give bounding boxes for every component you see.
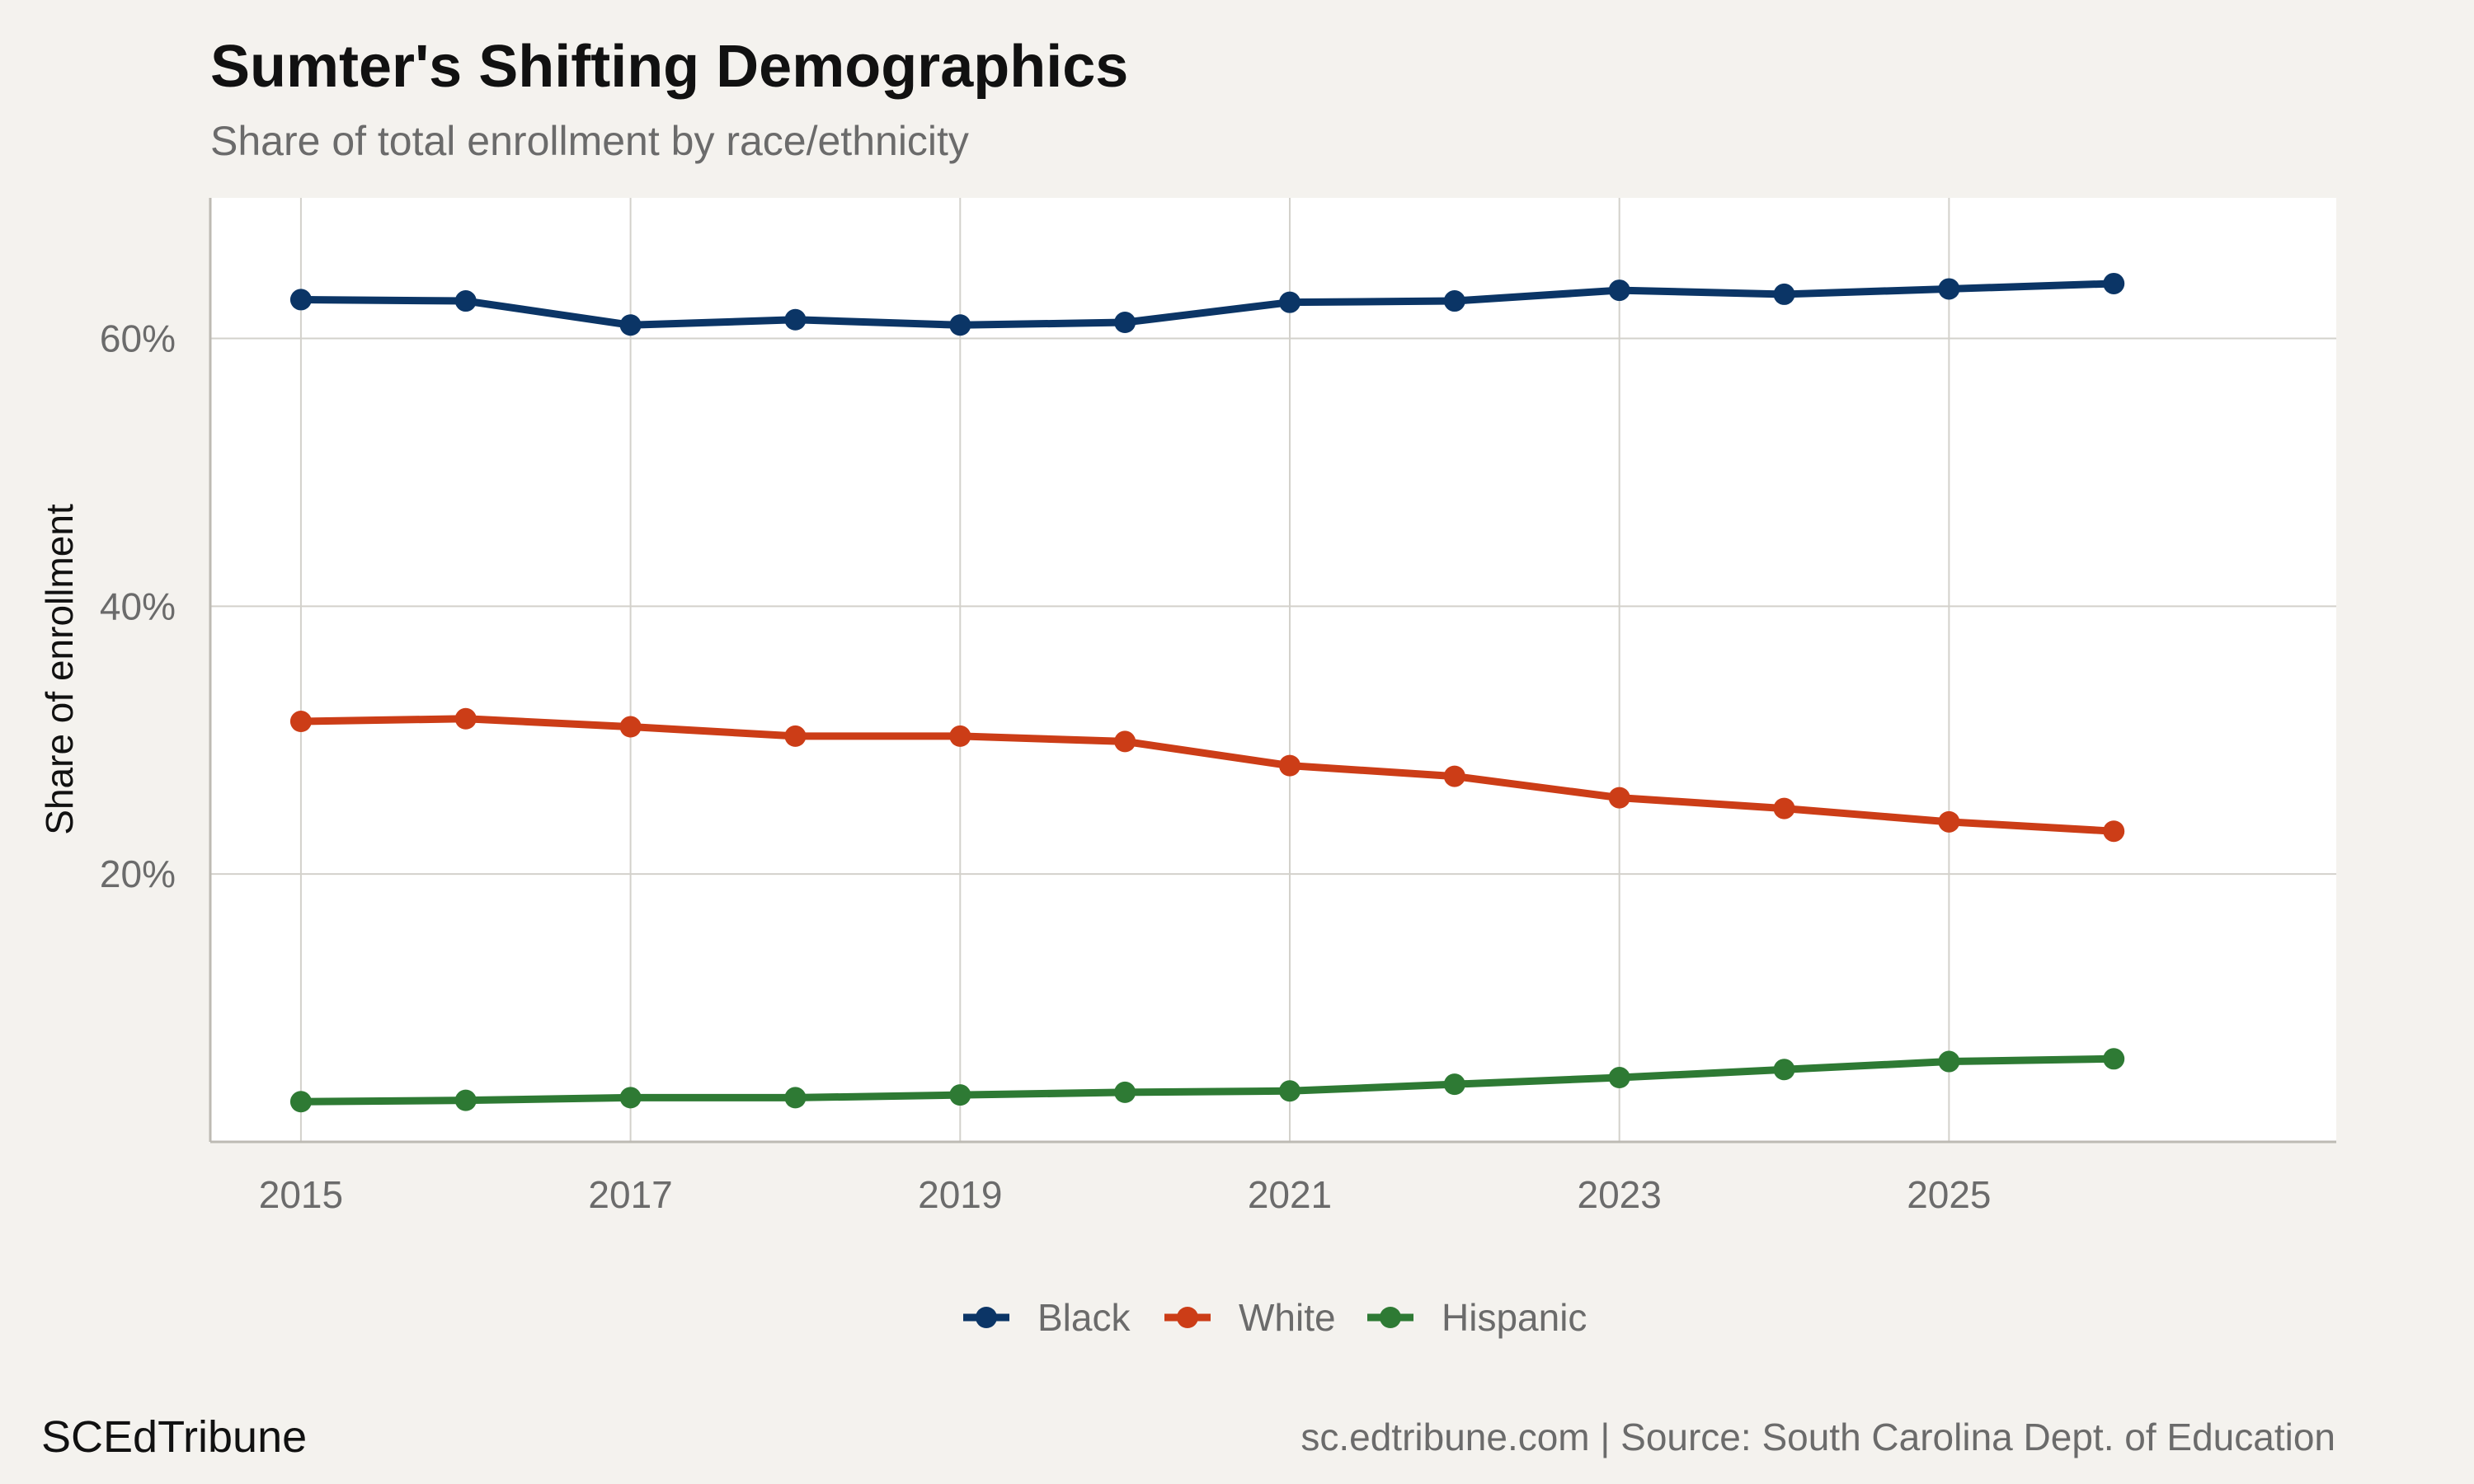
chart-subtitle: Share of total enrollment by race/ethnic… [210, 118, 969, 164]
data-point-black [1773, 283, 1795, 305]
data-point-hispanic [2103, 1048, 2125, 1070]
data-point-white [1443, 765, 1465, 787]
y-tick-label: 20% [100, 852, 176, 895]
data-point-white [289, 711, 312, 733]
x-tick-label: 2019 [918, 1173, 1002, 1216]
data-point-black [1114, 312, 1136, 334]
data-point-black [454, 290, 477, 312]
data-point-white [454, 707, 477, 730]
x-tick-label: 2025 [1907, 1173, 1991, 1216]
chart-title: Sumter's Shifting Demographics [210, 34, 1129, 100]
legend-key-dot-white [1177, 1307, 1198, 1328]
y-axis-label: Share of enrollment [38, 504, 81, 835]
x-tick-label: 2017 [588, 1173, 672, 1216]
data-point-hispanic [1608, 1067, 1630, 1089]
data-point-black [289, 289, 312, 311]
legend: Black White Hispanic [963, 1296, 1587, 1339]
data-point-black [2103, 272, 2125, 294]
series-group [289, 272, 2125, 1113]
data-point-white [949, 725, 971, 747]
data-point-white [1278, 754, 1300, 777]
grid-lines [210, 198, 2336, 1142]
legend-label-hispanic: Hispanic [1442, 1296, 1587, 1339]
data-point-black [1443, 290, 1465, 312]
data-point-hispanic [289, 1091, 312, 1113]
data-point-hispanic [784, 1087, 807, 1109]
data-point-hispanic [1938, 1050, 1960, 1073]
data-point-white [1938, 810, 1960, 833]
data-point-white [1114, 730, 1136, 753]
data-point-white [784, 725, 807, 747]
plot-panel [210, 198, 2336, 1142]
legend-key-dot-black [976, 1307, 997, 1328]
data-point-white [619, 716, 642, 738]
data-point-hispanic [1278, 1080, 1300, 1102]
brand-name: SCEdTribune [41, 1412, 308, 1462]
legend-label-white: White [1239, 1296, 1336, 1339]
y-tick-label: 60% [100, 317, 176, 360]
data-point-black [1278, 291, 1300, 313]
data-point-hispanic [454, 1089, 477, 1111]
data-point-black [784, 308, 807, 331]
series-line-white [297, 715, 2118, 835]
data-point-hispanic [949, 1084, 971, 1106]
data-point-white [2103, 820, 2125, 843]
data-point-black [619, 314, 642, 336]
data-point-black [949, 314, 971, 336]
series-line-black [297, 279, 2118, 329]
y-tick-label: 40% [100, 585, 176, 627]
series-line-hispanic [297, 1054, 2118, 1106]
legend-key-dot-hispanic [1380, 1307, 1401, 1328]
tick-labels: 2015 2017 2019 2021 2023 2025 20% 40% 60% [100, 317, 1992, 1216]
data-point-black [1608, 279, 1630, 302]
data-point-white [1608, 787, 1630, 809]
x-tick-label: 2015 [259, 1173, 343, 1216]
x-tick-label: 2021 [1248, 1173, 1332, 1216]
data-point-hispanic [1773, 1059, 1795, 1081]
x-tick-label: 2023 [1578, 1173, 1662, 1216]
data-point-hispanic [619, 1087, 642, 1109]
data-point-hispanic [1443, 1073, 1465, 1096]
data-point-white [1773, 797, 1795, 819]
legend-label-black: Black [1037, 1296, 1131, 1339]
source-note: sc.edtribune.com | Source: South Carolin… [1300, 1416, 2335, 1458]
data-point-hispanic [1114, 1081, 1136, 1103]
data-point-black [1938, 278, 1960, 300]
